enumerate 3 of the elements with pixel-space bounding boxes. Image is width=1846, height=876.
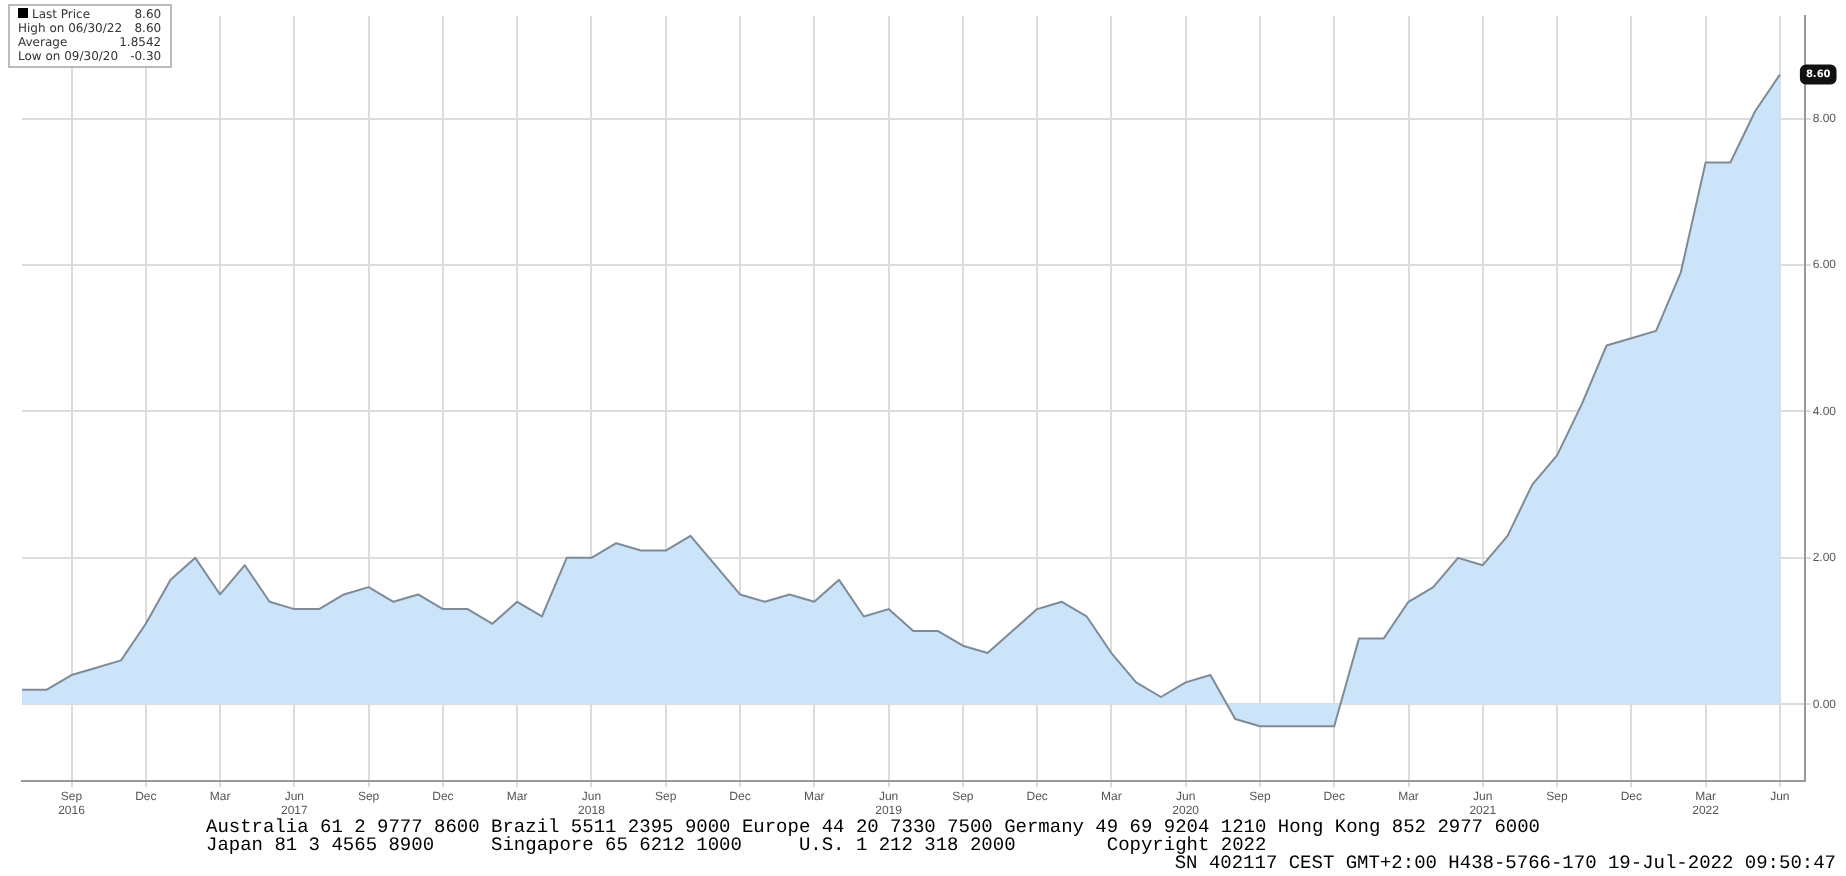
text: Japan 81 3 4565 8900 Singapore 65 6212 1000 U.S. 1 212 318 2000 Copyright 2022	[204, 834, 1267, 856]
text: SN 402117 CEST GMT+2:00 H438-5766-170 19-Jul-2022 09:50:47	[1174, 852, 1836, 874]
text: Australia 61 2 9777 8600 Brazil 5511 2395 9000 Europe 44 20 7330 7500 Germany 49 69 9204 1210 Hong Kong 852 2977 6000	[204, 816, 1543, 838]
